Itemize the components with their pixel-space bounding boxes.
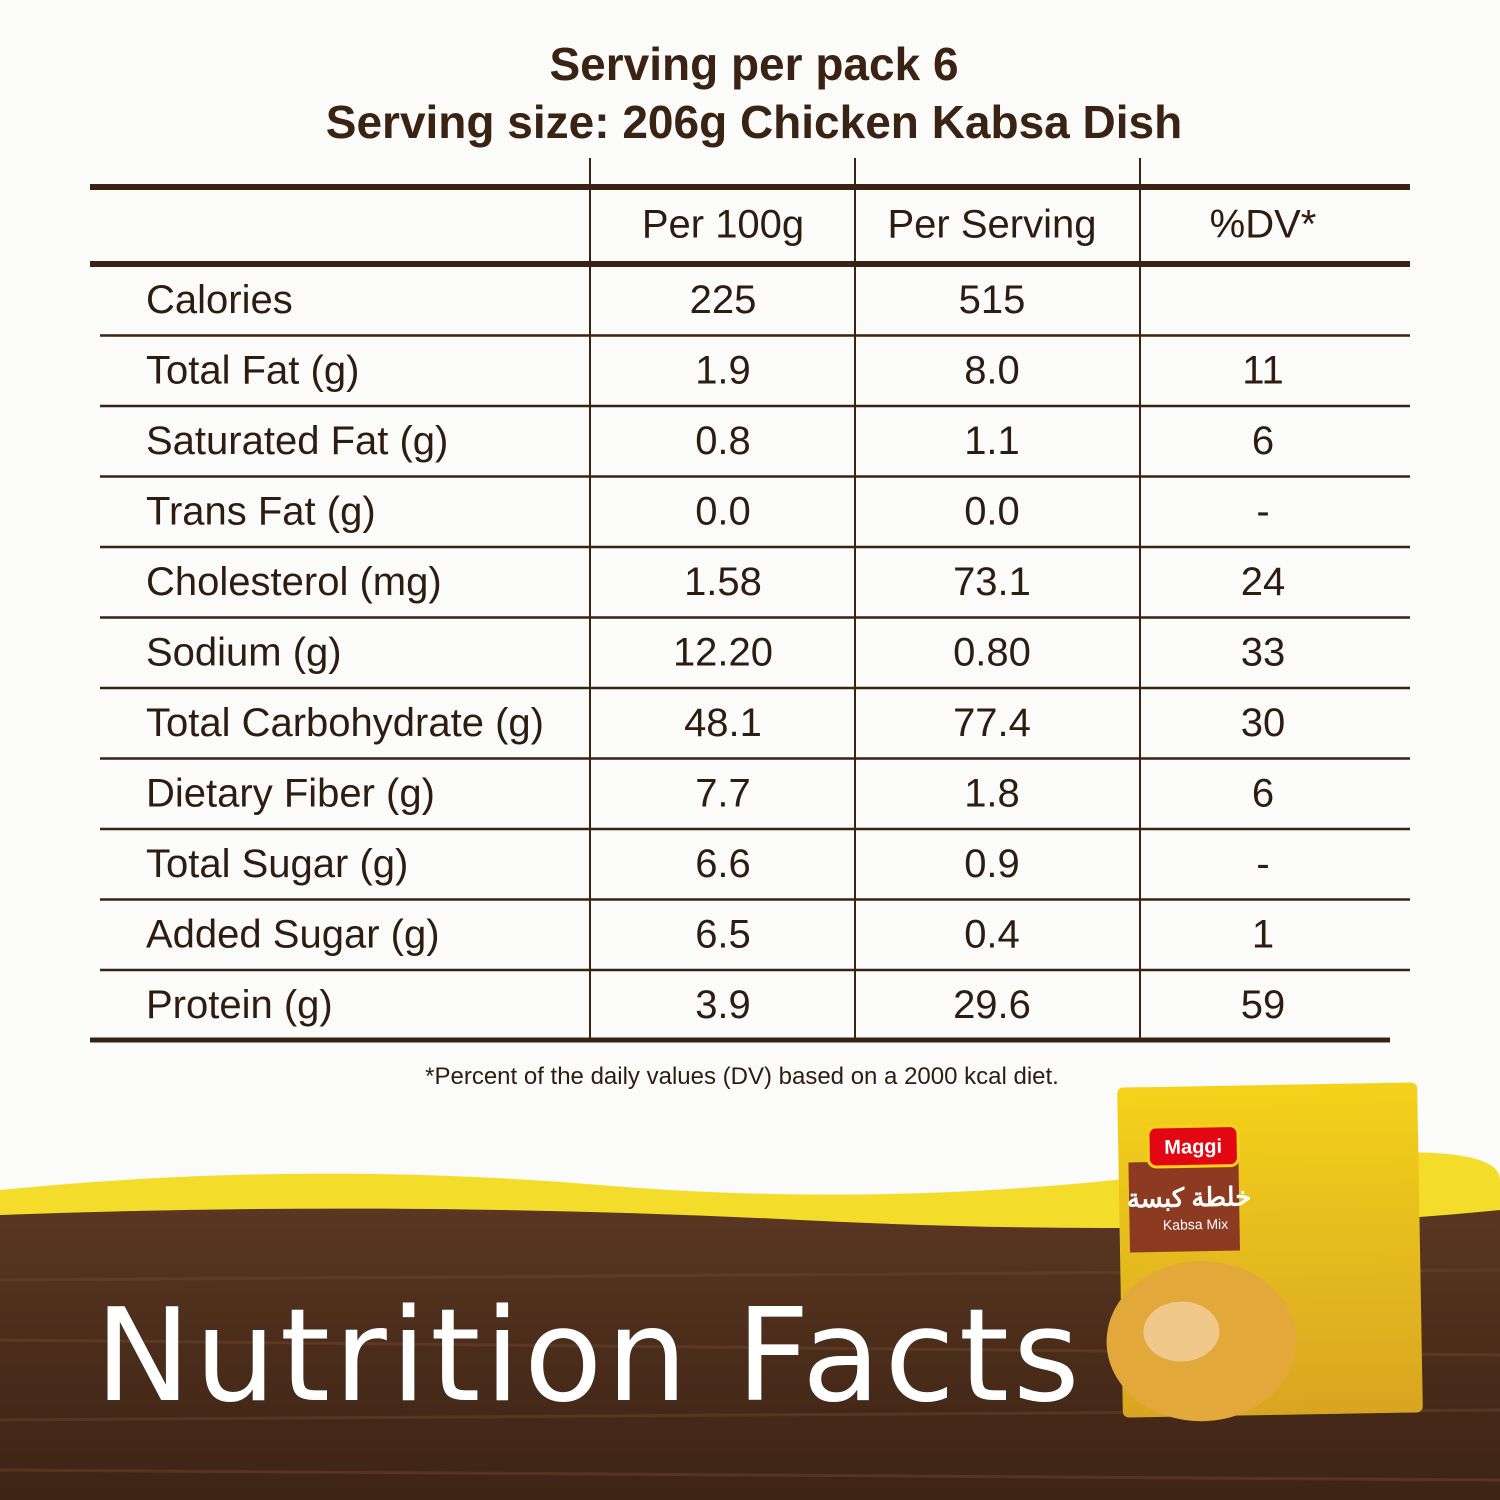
nutrient-value: 515 bbox=[959, 278, 1026, 322]
nutrient-value: 30 bbox=[1241, 701, 1286, 745]
nutrient-label: Dietary Fiber (g) bbox=[146, 771, 435, 815]
nutrient-label: Total Sugar (g) bbox=[146, 842, 408, 886]
package-brand: Maggi bbox=[1164, 1136, 1222, 1159]
nutrient-label: Added Sugar (g) bbox=[146, 912, 440, 956]
banner-title: Nutrition Facts bbox=[95, 1282, 1084, 1431]
nutrient-value: 1.8 bbox=[964, 771, 1020, 815]
column-header: Per 100g bbox=[642, 203, 804, 247]
nutrient-value: 33 bbox=[1241, 630, 1286, 674]
nutrient-value: 73.1 bbox=[953, 560, 1031, 604]
nutrient-value: 24 bbox=[1241, 560, 1286, 604]
nutrient-label: Protein (g) bbox=[146, 983, 333, 1027]
nutrient-value: 6.6 bbox=[695, 842, 751, 886]
nutrient-value: 29.6 bbox=[953, 983, 1031, 1027]
nutrient-value: 0.9 bbox=[964, 842, 1020, 886]
nutrient-value: 0.8 bbox=[695, 419, 751, 463]
nutrient-label: Cholesterol (mg) bbox=[146, 560, 442, 604]
serving-per-pack: Serving per pack 6 bbox=[549, 38, 958, 90]
column-header: Per Serving bbox=[888, 203, 1097, 247]
nutrient-value: 1.1 bbox=[964, 419, 1020, 463]
nutrient-value: 11 bbox=[1242, 348, 1284, 392]
nutrient-value: 6 bbox=[1252, 419, 1274, 463]
nutrient-value: - bbox=[1256, 489, 1269, 533]
nutrient-value: 0.0 bbox=[964, 489, 1020, 533]
serving-size: Serving size: 206g Chicken Kabsa Dish bbox=[326, 96, 1182, 148]
nutrient-value: 59 bbox=[1241, 983, 1286, 1027]
nutrient-value: 0.0 bbox=[695, 489, 751, 533]
nutrient-value: 225 bbox=[690, 278, 757, 322]
column-header: %DV* bbox=[1210, 203, 1317, 247]
rule-header bbox=[90, 261, 1410, 267]
nutrient-value: 1.9 bbox=[695, 348, 751, 392]
nutrient-label: Sodium (g) bbox=[146, 630, 342, 674]
nutrient-value: 6.5 bbox=[695, 912, 751, 956]
nutrient-value: 12.20 bbox=[673, 630, 773, 674]
nutrient-value: 0.4 bbox=[964, 912, 1020, 956]
package-chicken bbox=[1143, 1301, 1220, 1362]
nutrient-value: - bbox=[1256, 842, 1269, 886]
nutrition-table: Per 100g Per Serving %DV* Calories 225 515 Tot… bbox=[90, 158, 1410, 1043]
nutrient-value: 7.7 bbox=[695, 771, 751, 815]
package-name-ar: خلطة كبسة bbox=[1127, 1181, 1252, 1213]
nutrient-label: Trans Fat (g) bbox=[146, 489, 376, 533]
nutrient-value: 48.1 bbox=[684, 701, 762, 745]
nutrient-value: 77.4 bbox=[953, 701, 1031, 745]
nutrient-value: 1 bbox=[1252, 912, 1274, 956]
package-name: Kabsa Mix bbox=[1163, 1216, 1229, 1233]
package-logo bbox=[1146, 1124, 1240, 1169]
nutrient-value: 6 bbox=[1252, 771, 1274, 815]
rule-top bbox=[90, 184, 1410, 190]
product-package: Maggi خلطة كبسة Kabsa Mix bbox=[1106, 1082, 1423, 1422]
nutrient-label: Saturated Fat (g) bbox=[146, 419, 448, 463]
nutrient-value: 1.58 bbox=[684, 560, 762, 604]
nutrient-label: Total Carbohydrate (g) bbox=[146, 701, 544, 745]
nutrient-value: 8.0 bbox=[964, 348, 1020, 392]
nutrient-value: 3.9 bbox=[695, 983, 751, 1027]
package-label bbox=[1128, 1160, 1241, 1253]
nutrient-label: Calories bbox=[146, 278, 293, 322]
rule-bottom bbox=[90, 1037, 1390, 1043]
footnote: *Percent of the daily values (DV) based … bbox=[425, 1063, 1059, 1090]
nutrient-value: 0.80 bbox=[953, 630, 1031, 674]
nutrient-label: Total Fat (g) bbox=[146, 348, 359, 392]
